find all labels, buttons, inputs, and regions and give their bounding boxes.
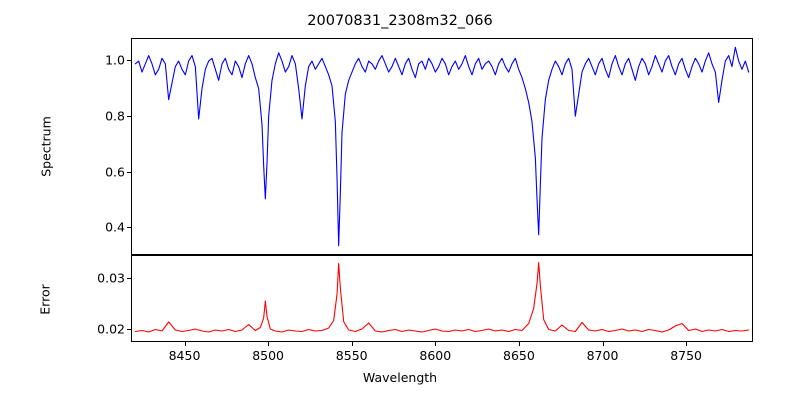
xtick-label-3: 8600 [419, 348, 452, 363]
spectrum-line-plot [132, 39, 752, 254]
xtick-mark-1 [268, 342, 270, 346]
ytick-mark-error-0 [127, 329, 131, 331]
y-axis-label-spectrum: Spectrum [38, 116, 54, 177]
ytick-mark-error-1 [127, 278, 131, 280]
xtick-label-5: 8700 [586, 348, 619, 363]
ytick-label-error-0: 0.02 [97, 321, 125, 337]
ytick-label-spectrum-0: 0.4 [105, 219, 125, 235]
xtick-label-0: 8450 [168, 348, 201, 363]
xtick-mark-0 [184, 342, 186, 346]
ytick-label-spectrum-2: 0.8 [105, 108, 125, 124]
ytick-label-error-1: 0.03 [97, 270, 125, 286]
xtick-mark-2 [351, 342, 353, 346]
ytick-label-spectrum-1: 0.6 [105, 164, 125, 180]
ytick-mark-spectrum-2 [127, 115, 131, 117]
xtick-mark-6 [686, 342, 688, 346]
ytick-label-spectrum-3: 1.0 [105, 52, 125, 68]
xtick-label-6: 8750 [670, 348, 703, 363]
y-axis-label-error: Error [37, 284, 53, 315]
xtick-mark-5 [602, 342, 604, 346]
error-panel [131, 255, 753, 342]
ytick-mark-spectrum-3 [127, 60, 131, 62]
xtick-mark-3 [435, 342, 437, 346]
xtick-label-4: 8650 [503, 348, 535, 363]
error-trace [135, 262, 748, 332]
xtick-label-1: 8500 [252, 348, 284, 363]
spectrum-panel [131, 38, 753, 255]
x-axis-label: Wavelength [362, 370, 438, 385]
ytick-mark-spectrum-0 [127, 227, 131, 229]
error-line-plot [132, 256, 752, 341]
xtick-label-2: 8550 [335, 348, 368, 363]
chart-title: 20070831_2308m32_066 [307, 13, 493, 29]
spectrum-trace [135, 47, 748, 245]
ytick-mark-spectrum-1 [127, 171, 131, 173]
xtick-mark-4 [518, 342, 520, 346]
